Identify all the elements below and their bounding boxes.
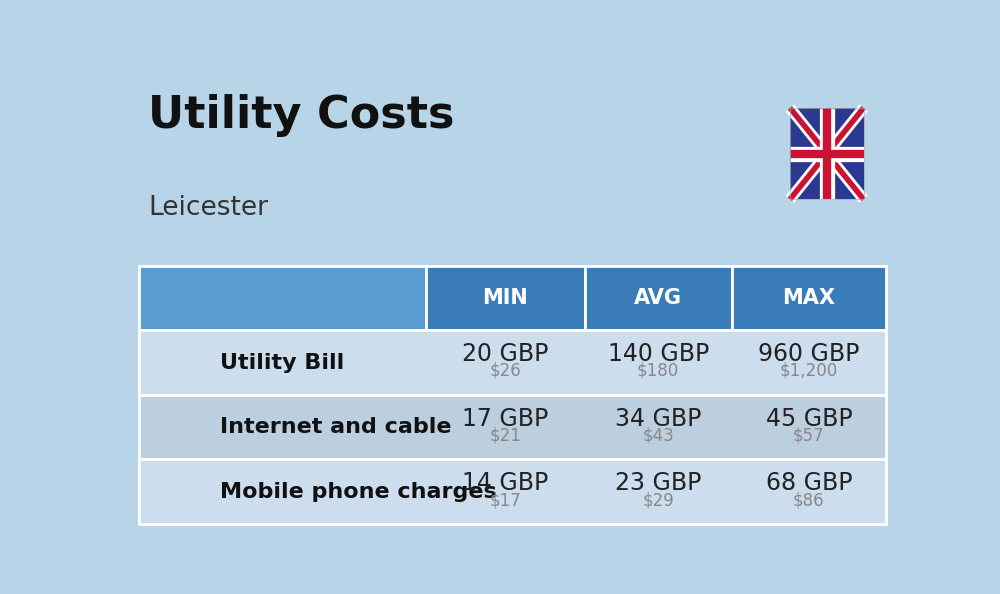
Text: MIN: MIN — [482, 288, 528, 308]
Text: Internet and cable: Internet and cable — [220, 417, 452, 437]
Text: 20 GBP: 20 GBP — [462, 342, 548, 366]
Text: 17 GBP: 17 GBP — [462, 407, 548, 431]
Text: 14 GBP: 14 GBP — [462, 472, 548, 495]
Text: $21: $21 — [489, 426, 521, 444]
FancyBboxPatch shape — [585, 266, 732, 330]
Text: 140 GBP: 140 GBP — [608, 342, 709, 366]
Text: Mobile phone charges: Mobile phone charges — [220, 482, 497, 502]
Text: 23 GBP: 23 GBP — [615, 472, 701, 495]
FancyBboxPatch shape — [139, 330, 886, 395]
FancyBboxPatch shape — [139, 460, 886, 524]
Text: 960 GBP: 960 GBP — [758, 342, 860, 366]
Text: Utility Costs: Utility Costs — [148, 94, 455, 137]
FancyBboxPatch shape — [790, 108, 864, 200]
Text: $26: $26 — [489, 362, 521, 380]
Text: AVG: AVG — [634, 288, 682, 308]
Text: Leicester: Leicester — [148, 195, 268, 221]
Text: $29: $29 — [642, 491, 674, 509]
FancyBboxPatch shape — [426, 266, 585, 330]
FancyBboxPatch shape — [139, 266, 426, 330]
Text: $86: $86 — [793, 491, 825, 509]
Text: 34 GBP: 34 GBP — [615, 407, 701, 431]
Text: $180: $180 — [637, 362, 679, 380]
FancyBboxPatch shape — [732, 266, 886, 330]
Text: MAX: MAX — [782, 288, 835, 308]
Text: Utility Bill: Utility Bill — [220, 353, 345, 372]
Text: $43: $43 — [642, 426, 674, 444]
FancyBboxPatch shape — [139, 395, 886, 460]
Text: $17: $17 — [489, 491, 521, 509]
Text: $1,200: $1,200 — [780, 362, 838, 380]
Text: 68 GBP: 68 GBP — [766, 472, 852, 495]
Text: $57: $57 — [793, 426, 825, 444]
Text: 45 GBP: 45 GBP — [766, 407, 852, 431]
